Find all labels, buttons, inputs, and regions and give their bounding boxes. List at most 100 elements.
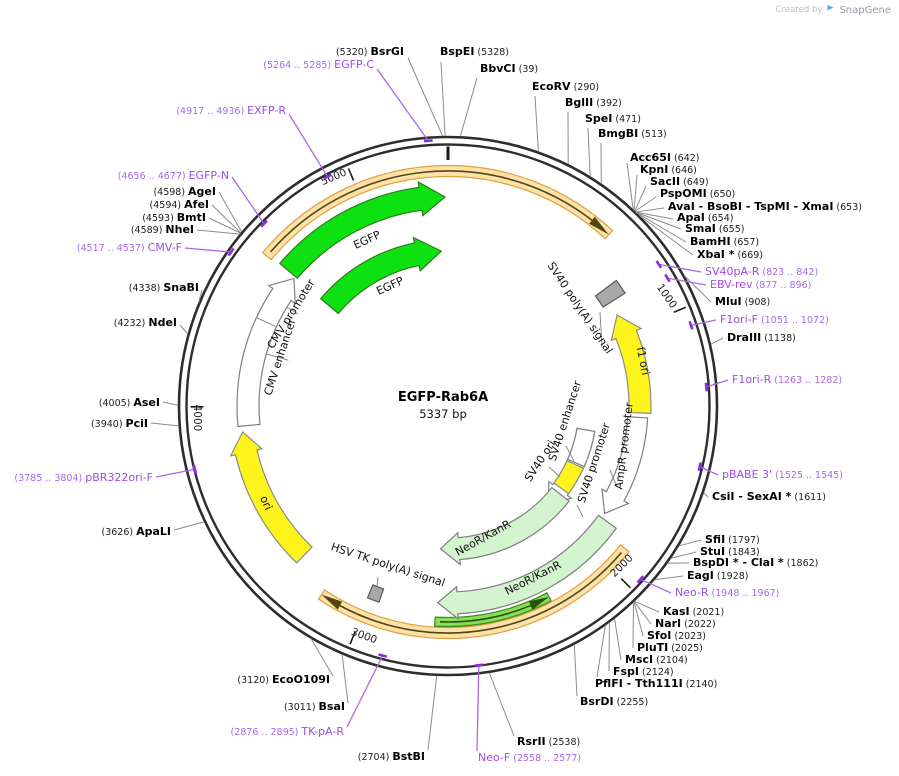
enzyme-label-pluti[interactable]: PluTI (2025) <box>637 641 703 654</box>
enzyme-label-bsrdi[interactable]: BsrDI (2255) <box>580 695 649 708</box>
primer-label-pbr322ori-f[interactable]: (3785 .. 3804) pBR322ori-F <box>14 471 153 484</box>
feature-orf-top-line <box>269 170 593 253</box>
primer-label-tk-pa-r[interactable]: (2876 .. 2895) TK-pA-R <box>230 725 344 738</box>
enzyme-label-agei[interactable]: (4598) AgeI <box>153 185 216 198</box>
primer-site-tick <box>378 653 388 658</box>
primer-site-tick <box>664 273 671 283</box>
enzyme-leader-line <box>179 324 189 335</box>
enzyme-label-stui[interactable]: StuI (1843) <box>700 545 760 558</box>
primer-label-neo-f[interactable]: Neo-F (2558 .. 2577) <box>478 751 582 764</box>
feature-hsv-tk-polya[interactable] <box>366 584 385 603</box>
enzyme-label-bsai[interactable]: (3011) BsaI <box>283 700 345 713</box>
feature-neor-kanr-outer[interactable] <box>436 514 618 621</box>
enzyme-label-sacii[interactable]: SacII (649) <box>650 175 709 188</box>
enzyme-label-bmti[interactable]: (4593) BmtI <box>142 211 206 224</box>
feature-egfp-outer[interactable] <box>278 180 447 280</box>
enzyme-leader-line <box>670 551 697 559</box>
enzyme-leader-line <box>678 539 702 547</box>
plasmid-title: EGFP-Rab6A 5337 bp <box>398 390 488 421</box>
feature-sv40-polya[interactable] <box>594 279 626 308</box>
primer-label-f1ori-f[interactable]: F1ori-F (1051 .. 1072) <box>720 313 829 326</box>
enzyme-leader-line <box>596 625 606 678</box>
enzyme-label-rsrii[interactable]: RsrII (2538) <box>517 735 581 748</box>
feature-f1-ori[interactable] <box>610 314 652 414</box>
primer-leader-line <box>706 379 729 388</box>
primer-label-ebv-rev[interactable]: EBV-rev (877 .. 896) <box>710 278 812 291</box>
enzyme-label-nari[interactable]: NarI (2022) <box>655 617 716 630</box>
feature-neor-kanr-inner[interactable] <box>439 486 570 566</box>
enzyme-label-mlui[interactable]: MluI (908) <box>715 295 771 308</box>
enzyme-label-spei[interactable]: SpeI (471) <box>585 112 641 125</box>
enzyme-label-snabi[interactable]: (4338) SnaBI <box>128 281 199 294</box>
enzyme-label-apali[interactable]: (3626) ApaLI <box>101 525 171 538</box>
enzyme-label-ecoo109i[interactable]: (3120) EcoO109I <box>237 673 330 686</box>
enzyme-label-bglii[interactable]: BglII (392) <box>565 96 622 109</box>
enzyme-label-fspi[interactable]: FspI (2124) <box>613 665 674 678</box>
enzyme-label-acc65i[interactable]: Acc65I (642) <box>630 151 700 164</box>
snapgene-logo-icon <box>827 5 834 15</box>
feature-orf-green[interactable] <box>434 592 552 628</box>
feature-connector <box>565 445 575 462</box>
enzyme-leader-line <box>636 211 682 230</box>
enzyme-label-bamhi[interactable]: BamHI (657) <box>690 235 760 248</box>
primer-leader-line <box>690 319 717 326</box>
primer-label-pbabe-3-[interactable]: pBABE 3' (1525 .. 1545) <box>722 468 843 481</box>
enzyme-label-pcii[interactable]: (3940) PciI <box>90 417 148 430</box>
enzyme-label-ndei[interactable]: (4232) NdeI <box>113 316 177 329</box>
enzyme-label-kasi[interactable]: KasI (2021) <box>663 605 725 618</box>
feature-ori[interactable] <box>229 430 313 564</box>
enzyme-label-bbvci[interactable]: BbvCI (39) <box>480 62 539 75</box>
enzyme-label-bspdi-clai-[interactable]: BspDI * - ClaI * (1862) <box>693 556 819 569</box>
feature-ampr-promoter[interactable] <box>601 416 649 515</box>
enzyme-leader-line <box>614 618 622 661</box>
primer-label-f1ori-r[interactable]: F1ori-R (1263 .. 1282) <box>732 373 843 386</box>
primer-label-exfp-r[interactable]: (4917 .. 4936) EXFP-R <box>176 104 286 117</box>
feature-connector <box>376 576 379 587</box>
primer-label-neo-r[interactable]: Neo-R (1948 .. 1967) <box>675 586 780 599</box>
enzyme-label-apai[interactable]: ApaI (654) <box>677 211 734 224</box>
enzyme-label-avai-bsobi-tspmi-xmai[interactable]: AvaI - BsoBI - TspMI - XmaI (653) <box>668 200 862 213</box>
feature-orf-bottom[interactable] <box>317 544 630 640</box>
enzyme-label-smai[interactable]: SmaI (655) <box>685 222 745 235</box>
created-by-text: Created by <box>775 5 823 15</box>
enzyme-leader-line <box>196 229 240 235</box>
primer-label-egfp-n[interactable]: (4656 .. 4677) EGFP-N <box>117 169 229 182</box>
enzyme-label-kpni[interactable]: KpnI (646) <box>640 163 697 176</box>
enzyme-label-afei[interactable]: (4594) AfeI <box>149 198 209 211</box>
enzyme-label-xbai-[interactable]: XbaI * (669) <box>697 248 763 261</box>
scale-tick <box>620 578 631 589</box>
enzyme-label-asei[interactable]: (4005) AseI <box>98 396 160 409</box>
enzyme-label-pspomi[interactable]: PspOMI (650) <box>660 187 736 200</box>
enzyme-label-csii-sexai-[interactable]: CsiI - SexAI * (1611) <box>712 490 826 503</box>
enzyme-leader-line <box>310 638 334 677</box>
enzyme-label-nhei[interactable]: (4589) NheI <box>130 223 194 236</box>
enzyme-label-draiii[interactable]: DraIII (1138) <box>727 331 796 344</box>
enzyme-label-ecorv[interactable]: EcoRV (290) <box>532 80 600 93</box>
feature-egfp-inner[interactable] <box>319 236 443 315</box>
enzyme-label-bmgbi[interactable]: BmgBI (513) <box>598 127 667 140</box>
feature-divider <box>266 353 289 361</box>
enzyme-label-sfoi[interactable]: SfoI (2023) <box>647 629 706 642</box>
enzyme-label-sfii[interactable]: SfiI (1797) <box>705 533 760 546</box>
primer-label-egfp-c[interactable]: (5264 .. 5285) EGFP-C <box>263 58 374 71</box>
feature-orf-top[interactable] <box>261 164 614 261</box>
enzyme-label-bsrgi[interactable]: (5320) BsrGI <box>335 45 404 58</box>
enzyme-label-bstbi[interactable]: (2704) BstBI <box>357 750 425 763</box>
enzyme-leader-line <box>635 207 665 213</box>
enzyme-leader-line <box>634 600 660 613</box>
enzyme-label-bspei[interactable]: BspEI (5328) <box>440 45 510 58</box>
primer-label-cmv-f[interactable]: (4517 .. 4537) CMV-F <box>76 241 182 254</box>
feature-sv40-enhancer[interactable] <box>566 427 596 468</box>
enzyme-leader-line <box>488 672 515 737</box>
feature-cmv-promoter-arrow[interactable] <box>236 277 296 428</box>
enzyme-leader-line <box>173 521 205 531</box>
feature-sv40-ori[interactable] <box>553 459 585 495</box>
feature-connector <box>548 466 561 478</box>
enzyme-label-eagi[interactable]: EagI (1928) <box>687 569 749 582</box>
enzyme-leader-line <box>632 602 635 649</box>
snapgene-brand-text: SnapGene <box>839 4 891 16</box>
primer-leader-line <box>476 665 480 752</box>
enzyme-label-pflfi-tth111i[interactable]: PflFI - Tth111I (2140) <box>595 677 718 690</box>
enzyme-label-msci[interactable]: MscI (2104) <box>625 653 688 666</box>
primer-label-sv40pa-r[interactable]: SV40pA-R (823 .. 842) <box>705 265 819 278</box>
